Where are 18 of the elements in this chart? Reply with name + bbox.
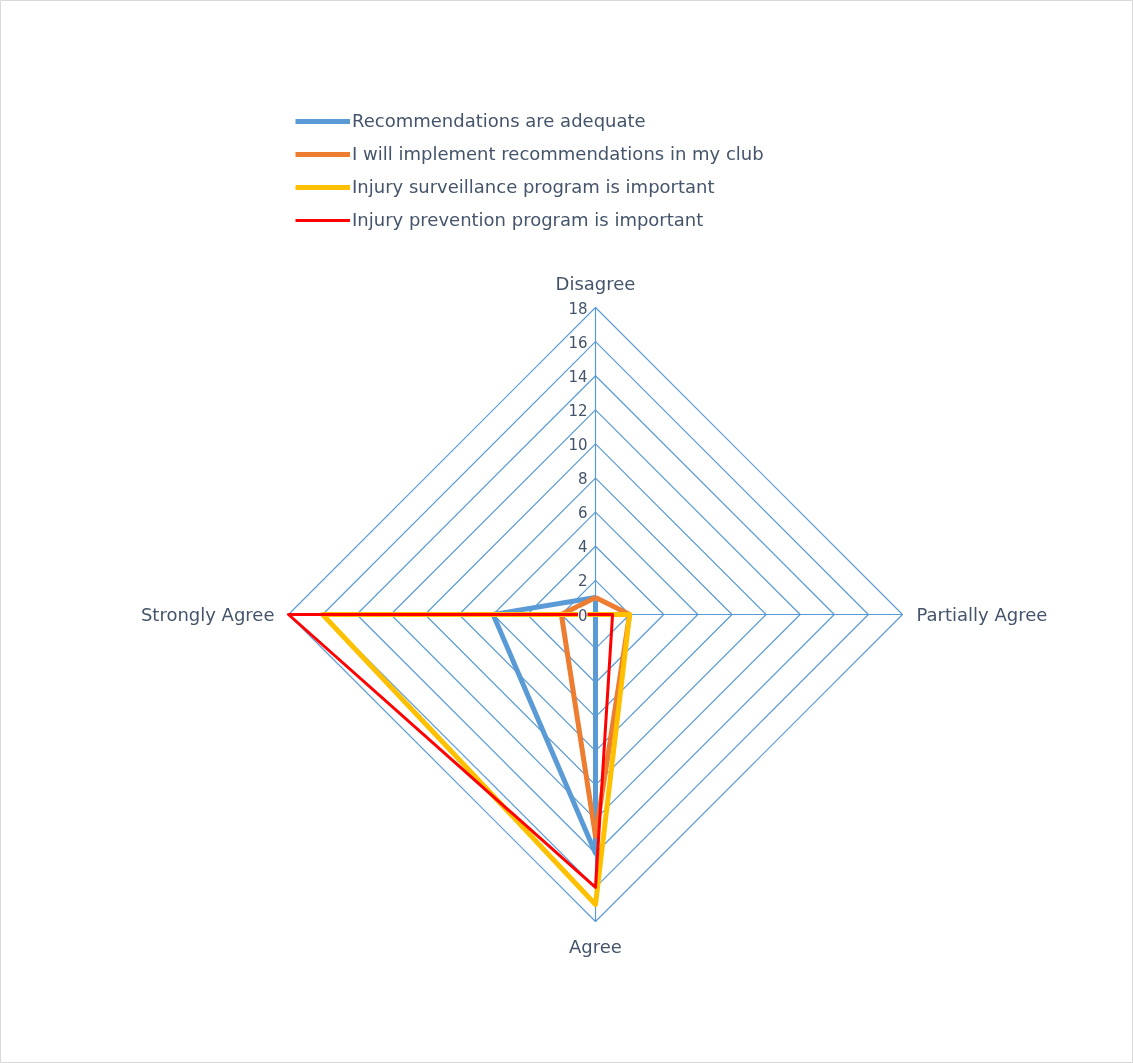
- y-tick-label: 0: [577, 606, 588, 625]
- spoke-label: Disagree: [555, 272, 636, 294]
- legend-label: Recommendations are adequate: [352, 110, 646, 131]
- y-tick-label: 6: [577, 504, 588, 523]
- legend-label: I will implement recommendations in my club: [352, 143, 764, 164]
- y-tick-label: 16: [568, 333, 588, 352]
- y-tick-label: 12: [568, 401, 588, 420]
- y-tick-label: 2: [577, 572, 588, 591]
- y-tick-label: 14: [568, 367, 588, 386]
- y-tick-label: 10: [568, 435, 588, 454]
- spoke-label: Agree: [569, 935, 622, 957]
- spoke-label: Partially Agree: [916, 604, 1048, 625]
- y-tick-label: 8: [577, 470, 588, 489]
- legend-label: Injury surveillance program is important: [352, 176, 715, 197]
- legend-label: Injury prevention program is important: [352, 209, 704, 230]
- y-tick-label: 18: [568, 299, 588, 318]
- y-tick-label: 4: [577, 538, 588, 557]
- spoke-label: Strongly Agree: [140, 604, 275, 625]
